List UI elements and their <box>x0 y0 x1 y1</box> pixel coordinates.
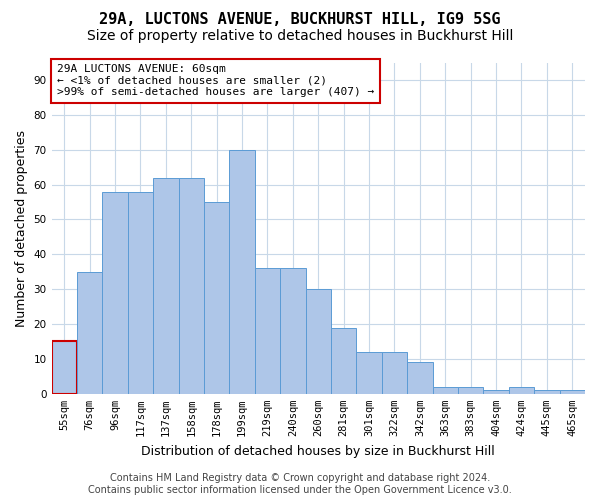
Bar <box>255 268 280 394</box>
Text: Contains HM Land Registry data © Crown copyright and database right 2024.
Contai: Contains HM Land Registry data © Crown c… <box>88 474 512 495</box>
Bar <box>382 352 407 394</box>
Bar <box>484 390 509 394</box>
Bar <box>305 289 331 394</box>
Bar <box>153 178 179 394</box>
Bar <box>128 192 153 394</box>
Bar <box>280 268 305 394</box>
Bar <box>52 342 77 394</box>
Bar <box>356 352 382 394</box>
Bar <box>103 192 128 394</box>
Bar <box>433 387 458 394</box>
Text: 29A, LUCTONS AVENUE, BUCKHURST HILL, IG9 5SG: 29A, LUCTONS AVENUE, BUCKHURST HILL, IG9… <box>99 12 501 28</box>
Bar <box>229 150 255 394</box>
Bar <box>204 202 229 394</box>
Bar <box>560 390 585 394</box>
Bar <box>509 387 534 394</box>
Bar <box>77 272 103 394</box>
Bar <box>331 328 356 394</box>
Bar <box>179 178 204 394</box>
Bar <box>458 387 484 394</box>
Y-axis label: Number of detached properties: Number of detached properties <box>15 130 28 326</box>
Text: 29A LUCTONS AVENUE: 60sqm
← <1% of detached houses are smaller (2)
>99% of semi-: 29A LUCTONS AVENUE: 60sqm ← <1% of detac… <box>57 64 374 98</box>
Bar <box>534 390 560 394</box>
Bar <box>407 362 433 394</box>
Text: Size of property relative to detached houses in Buckhurst Hill: Size of property relative to detached ho… <box>87 29 513 43</box>
X-axis label: Distribution of detached houses by size in Buckhurst Hill: Distribution of detached houses by size … <box>142 444 495 458</box>
